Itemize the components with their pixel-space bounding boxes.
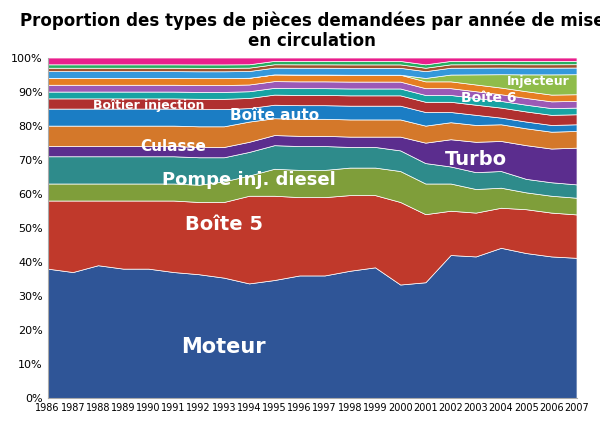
Text: Boîtier injection: Boîtier injection [92,99,204,112]
Text: Turbo: Turbo [445,150,507,169]
Text: Injecteur: Injecteur [508,75,570,88]
Title: Proportion des types de pièces demandées par année de mise
en circulation: Proportion des types de pièces demandées… [20,11,600,50]
Text: Boîte 5: Boîte 5 [185,215,263,234]
Text: Culasse: Culasse [140,139,206,153]
Text: Moteur: Moteur [182,337,266,357]
Text: Boîte auto: Boîte auto [230,108,319,123]
Text: Pompe inj. diesel: Pompe inj. diesel [162,171,336,189]
Text: Boîte 6: Boîte 6 [461,92,516,106]
